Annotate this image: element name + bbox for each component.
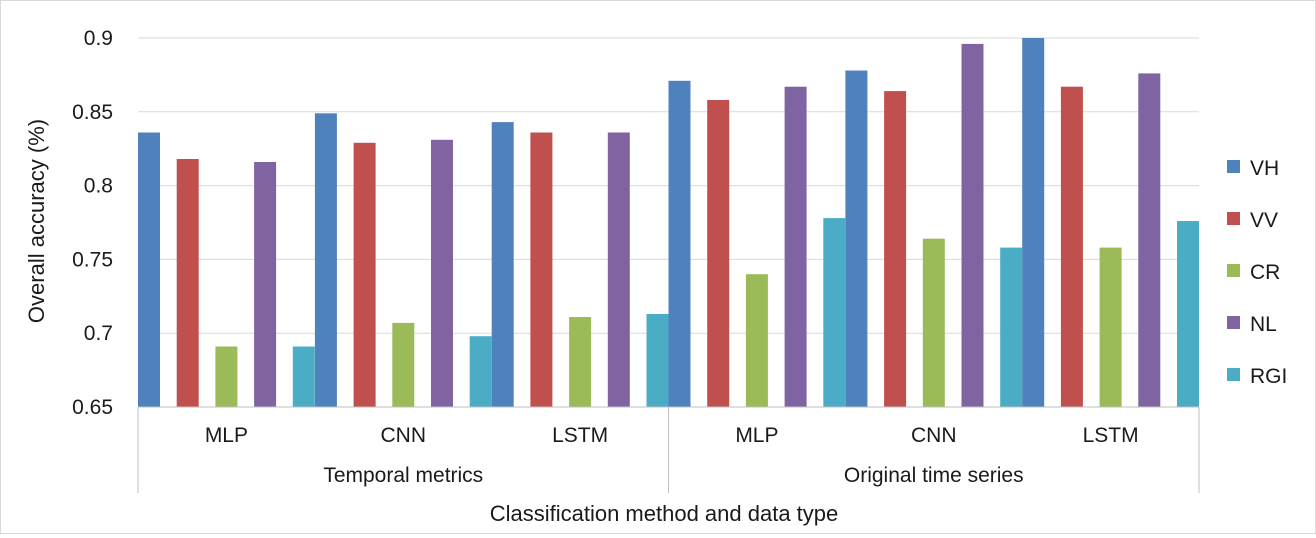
legend-label: RGI — [1250, 365, 1287, 388]
bar-cr — [1099, 247, 1122, 407]
x-tick-label: LSTM — [552, 424, 608, 447]
bar-vh — [845, 70, 868, 407]
legend-swatch — [1227, 212, 1240, 225]
bar-vh — [491, 122, 514, 407]
bar-rgi — [292, 346, 315, 407]
bar-vv — [884, 91, 907, 407]
bar-rgi — [1177, 221, 1199, 407]
group-label: Original time series — [844, 464, 1024, 487]
x-tick-label: CNN — [381, 424, 427, 447]
bar-vv — [1060, 86, 1083, 407]
legend-label: VH — [1250, 157, 1279, 180]
group-label: Temporal metrics — [323, 464, 483, 487]
y-tick-label: 0.65 — [72, 396, 113, 419]
legend-label: VV — [1250, 209, 1278, 232]
legend-swatch — [1227, 160, 1240, 173]
bar-vh — [314, 113, 337, 408]
y-tick-label: 0.7 — [84, 322, 113, 345]
legend-swatch — [1227, 368, 1240, 381]
bar-cr — [569, 317, 592, 407]
bar-cr — [922, 238, 945, 407]
bar-cr — [392, 322, 415, 407]
bar-rgi — [469, 336, 492, 407]
bar-cr — [215, 346, 238, 407]
y-axis-title: Overall accuracy (%) — [24, 119, 49, 323]
bar-vh — [138, 132, 160, 407]
bar-nl — [784, 86, 807, 407]
x-tick-label: MLP — [205, 424, 248, 447]
bar-rgi — [646, 314, 669, 407]
bar-rgi — [823, 218, 846, 407]
y-tick-label: 0.75 — [72, 248, 113, 271]
legend-swatch — [1227, 316, 1240, 329]
bar-vv — [353, 142, 376, 408]
x-axis: MLP CNN LSTM MLP CNN LSTM Temporal metrics Orig… — [137, 406, 1200, 493]
bar-nl — [961, 43, 984, 408]
x-tick-label: LSTM — [1083, 424, 1139, 447]
legend-label: NL — [1250, 313, 1277, 336]
bar-nl — [607, 132, 630, 407]
bar-rgi — [1000, 247, 1023, 407]
y-tick-label: 0.8 — [84, 175, 113, 198]
bar-nl — [1138, 73, 1161, 408]
legend-label: CR — [1250, 261, 1280, 284]
bar-cr — [745, 274, 768, 407]
bar-vh — [668, 80, 691, 408]
x-tick-label: MLP — [735, 424, 778, 447]
y-tick-label: 0.9 — [84, 27, 113, 50]
y-axis-ticks: 0.65 0.7 0.75 0.8 0.85 0.9 — [72, 27, 113, 419]
bar-nl — [254, 162, 277, 407]
bar-vv — [530, 132, 553, 407]
legend: VH VV CR NL RGI — [1227, 157, 1287, 388]
y-tick-label: 0.85 — [72, 101, 113, 124]
bar-vh — [1022, 38, 1045, 407]
x-tick-label: CNN — [911, 424, 957, 447]
x-axis-title: Classification method and data type — [490, 501, 839, 526]
legend-swatch — [1227, 264, 1240, 277]
bar-vv — [176, 159, 199, 407]
bars — [138, 38, 1199, 408]
bar-vv — [707, 100, 730, 407]
bar-nl — [431, 139, 453, 408]
